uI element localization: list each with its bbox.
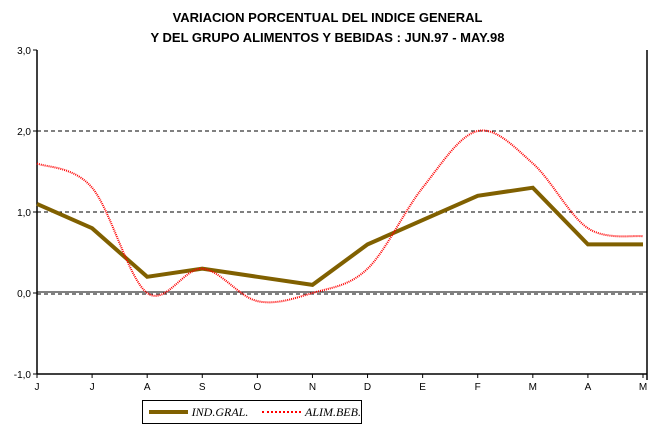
y-tick-label: 2,0 [17, 127, 31, 138]
x-tick-label: E [419, 382, 426, 393]
chart-title-line-2: Y DEL GRUPO ALIMENTOS Y BEBIDAS : JUN.97… [150, 30, 505, 45]
legend-swatch-ind-gral [149, 410, 188, 414]
x-tick-label: A [144, 382, 151, 393]
x-tick-label: F [475, 382, 481, 393]
x-tick-label: A [585, 382, 592, 393]
x-tick-label: M [529, 382, 537, 393]
legend-label-ind-gral: IND.GRAL. [191, 404, 249, 419]
legend: IND.GRAL. ALIM.BEB. [142, 400, 362, 424]
series-line-ind-gral [36, 185, 643, 287]
legend-label-alim-beb: ALIM.BEB. [304, 404, 361, 419]
x-tick-label: M [639, 382, 647, 393]
x-tick-label: J [90, 382, 95, 393]
legend-swatch-alim-beb [262, 411, 301, 413]
x-tick-label: N [309, 382, 316, 393]
chart-title-line-1: VARIACION PORCENTUAL DEL INDICE GENERAL [172, 10, 483, 25]
y-tick-label: 0,0 [17, 289, 31, 300]
y-tick-label: -1,0 [14, 370, 32, 381]
x-tick-label: O [253, 382, 261, 393]
y-tick-label: 3,0 [17, 46, 31, 57]
x-tick-label: S [199, 382, 206, 393]
x-tick-label: D [364, 382, 371, 393]
y-tick-label: 1,0 [17, 208, 31, 219]
series-line-alim-beb [36, 129, 644, 304]
x-tick-label: J [35, 382, 40, 393]
